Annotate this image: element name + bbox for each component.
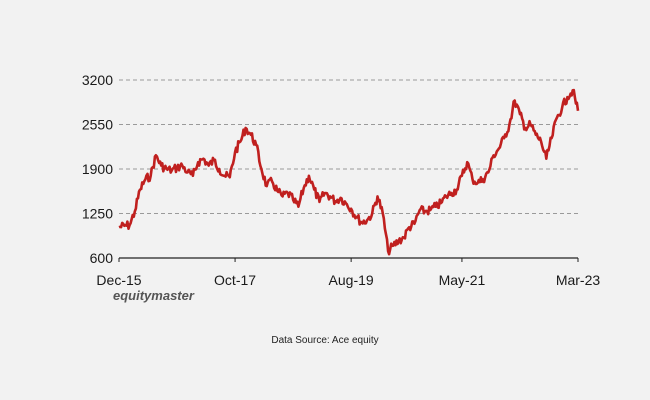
x-tick-label: Mar-23 bbox=[556, 272, 601, 288]
data-source-note: Data Source: Ace equity bbox=[271, 335, 379, 346]
y-tick-label: 600 bbox=[90, 250, 114, 266]
x-tick-label: May-21 bbox=[439, 272, 486, 288]
y-tick-label: 1900 bbox=[82, 161, 113, 177]
equitymaster-logo: equitymaster bbox=[113, 288, 194, 303]
y-tick-label: 3200 bbox=[82, 72, 113, 88]
x-tick-label: Oct-17 bbox=[214, 272, 256, 288]
series-line bbox=[118, 88, 580, 256]
x-tick-label: Aug-19 bbox=[329, 272, 374, 288]
gridlines bbox=[119, 79, 578, 214]
y-axis-tick-labels: 600 1250 1900 2550 3200 bbox=[82, 72, 113, 266]
y-tick-label: 1250 bbox=[82, 206, 113, 222]
x-axis-tick-labels: Dec-15 Oct-17 Aug-19 May-21 Mar-23 bbox=[96, 258, 600, 288]
y-tick-label: 2550 bbox=[82, 117, 113, 133]
x-tick-label: Dec-15 bbox=[96, 272, 141, 288]
